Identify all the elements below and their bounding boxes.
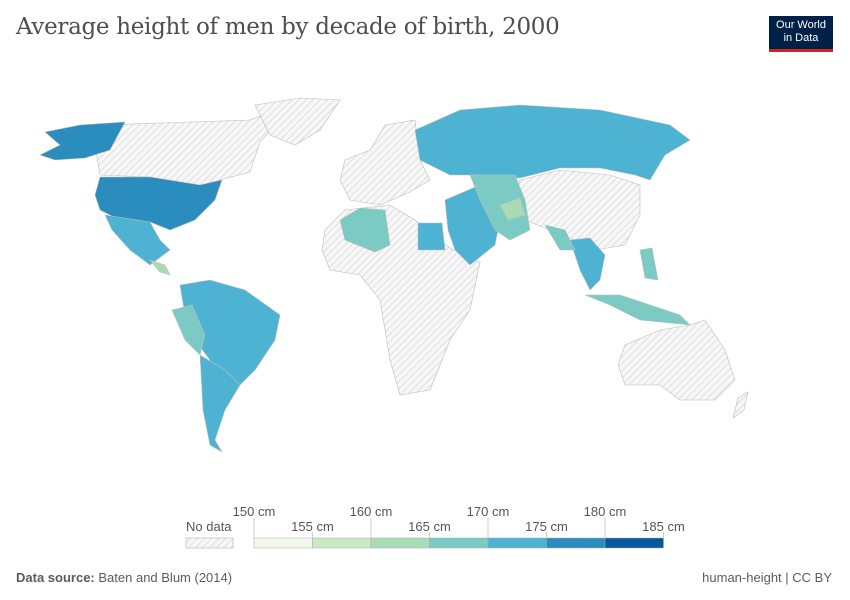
- region-central-america[interactable]: [149, 259, 171, 276]
- legend-bin[interactable]: [253, 537, 313, 549]
- owid-logo[interactable]: Our World in Data: [769, 16, 833, 52]
- region-australia[interactable]: [617, 319, 736, 401]
- legend-tick-label: 165 cm: [408, 519, 451, 534]
- legend-tick-label: 155 cm: [291, 519, 334, 534]
- legend-bin[interactable]: [370, 537, 430, 549]
- region-canada[interactable]: [94, 99, 301, 186]
- region-peru[interactable]: [171, 304, 206, 356]
- logo-line1: Our World: [776, 19, 826, 31]
- legend-tick-label: 170 cm: [467, 504, 510, 519]
- legend-bin[interactable]: [429, 537, 489, 549]
- legend-tick-label: 180 cm: [584, 504, 627, 519]
- region-alaska[interactable]: [39, 121, 126, 161]
- region-afghanistan[interactable]: [499, 197, 526, 221]
- region-africa[interactable]: [321, 204, 481, 396]
- source-note: Data source: Baten and Blum (2014): [16, 570, 232, 585]
- region-russia[interactable]: [414, 104, 691, 181]
- legend-no-data-swatch: [185, 537, 234, 549]
- legend-tick-label: 150 cm: [233, 504, 276, 519]
- region-europe[interactable]: [339, 119, 431, 206]
- legend-tick-label: 160 cm: [350, 504, 393, 519]
- region-egypt[interactable]: [417, 222, 446, 251]
- legend-bin[interactable]: [546, 537, 606, 549]
- region-myanmar[interactable]: [544, 224, 576, 251]
- source-label: Data source:: [16, 570, 95, 585]
- region-mexico[interactable]: [104, 214, 171, 266]
- region-nz[interactable]: [732, 391, 749, 419]
- region-philippines[interactable]: [639, 247, 659, 281]
- legend-bin[interactable]: [312, 537, 372, 549]
- legend-tick-label: 185 cm: [642, 519, 685, 534]
- page-title: Average height of men by decade of birth…: [16, 14, 560, 40]
- world-map[interactable]: [0, 80, 850, 480]
- region-algeria[interactable]: [339, 207, 391, 253]
- legend-bin[interactable]: [604, 537, 664, 549]
- legend-bin[interactable]: [487, 537, 547, 549]
- source-text[interactable]: Baten and Blum (2014): [98, 570, 233, 585]
- region-indonesia[interactable]: [584, 294, 691, 326]
- legend-tick-label: 175 cm: [525, 519, 568, 534]
- region-southern-cone[interactable]: [199, 354, 241, 453]
- legend-no-data-label: No data: [186, 519, 232, 534]
- license-note[interactable]: human-height | CC BY: [702, 570, 832, 585]
- region-greenland[interactable]: [254, 97, 341, 146]
- region-usa[interactable]: [94, 176, 223, 231]
- logo-line2: in Data: [783, 32, 819, 44]
- region-se-asia[interactable]: [569, 237, 606, 291]
- region-central-asia[interactable]: [469, 174, 531, 241]
